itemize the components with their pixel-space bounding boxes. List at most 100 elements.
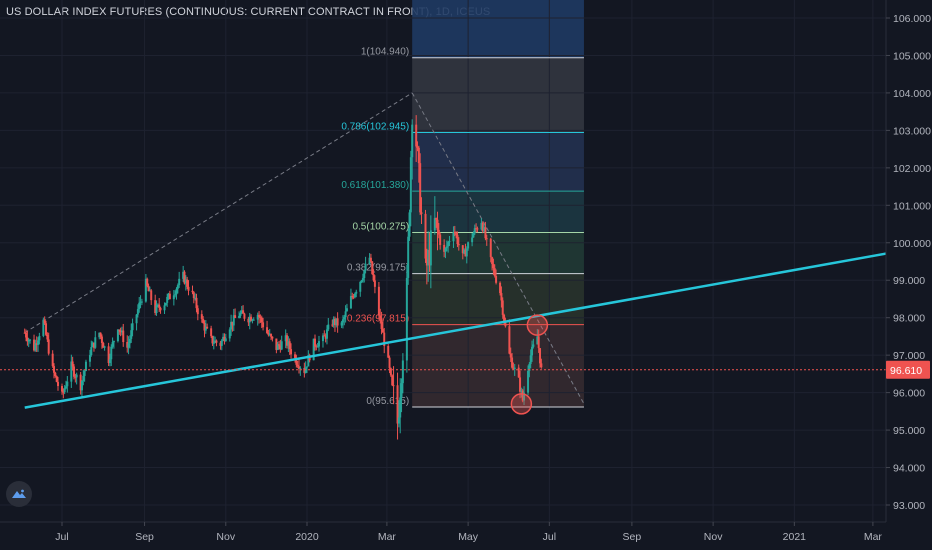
candle-body [94, 337, 97, 348]
y-tick-label: 100.000 [893, 238, 931, 250]
fib-zone [412, 0, 584, 58]
candle-body [46, 334, 49, 340]
candle-body [147, 285, 150, 292]
candle-body [166, 296, 169, 303]
candle-body [296, 364, 299, 367]
candle-body [127, 343, 130, 348]
candle-body [146, 278, 149, 286]
candle-body [475, 228, 478, 230]
candle-body [23, 332, 26, 334]
circle-annotations[interactable] [510, 314, 549, 415]
candle-body [83, 370, 86, 376]
candle-body [299, 367, 302, 369]
candle-body [219, 342, 222, 346]
fib-background [412, 0, 584, 408]
candle-body [284, 335, 287, 342]
candle-body [74, 376, 77, 378]
candle-body [211, 336, 214, 344]
x-tick-label: Mar [864, 531, 883, 543]
candle-body [267, 333, 270, 335]
candle-body [279, 345, 282, 350]
candle-body [523, 392, 526, 401]
trendline[interactable] [24, 249, 906, 409]
y-tick-label: 101.000 [893, 200, 931, 212]
candle-body [248, 316, 251, 323]
candle-body [266, 327, 269, 334]
candle-body [232, 315, 235, 326]
candle-body [29, 339, 32, 341]
candle-body [427, 249, 430, 266]
candle-body [457, 244, 460, 246]
candle-body [122, 330, 125, 343]
candle-body [158, 304, 161, 308]
fib-level-label: 0.786(102.945) [341, 121, 409, 132]
candle-body [461, 245, 464, 254]
candle-body [511, 357, 514, 368]
candle-body [531, 346, 534, 356]
candle-body [484, 227, 487, 239]
candle-body [164, 302, 167, 306]
candle-body [66, 381, 69, 387]
candle-body [290, 349, 293, 355]
candle-body [91, 342, 94, 348]
candle-body [239, 313, 242, 316]
candle-body [128, 338, 131, 344]
candle-body [34, 343, 37, 351]
candle-body [377, 286, 380, 316]
candle-body [140, 301, 143, 303]
candle-body [464, 249, 467, 257]
candle-body [336, 318, 339, 326]
candles [23, 115, 543, 440]
candle-body [467, 242, 470, 249]
candle-body [148, 290, 151, 292]
candle-body [82, 375, 85, 381]
fib-zone [412, 324, 584, 408]
fib-zone [412, 191, 584, 233]
candle-body [204, 326, 207, 331]
candle-body [42, 319, 45, 336]
candle-body [539, 348, 542, 364]
candle-body [206, 326, 209, 329]
candle-body [57, 381, 60, 387]
candle-body [443, 244, 446, 252]
candle-body [396, 385, 399, 424]
candle-body [200, 314, 203, 319]
fibonacci-retracement[interactable]: 1(104.940) 0.786(102.945) 0.618(101.380) 0.… [341, 47, 584, 408]
candle-body [163, 305, 166, 311]
price-axis-bg [886, 0, 932, 550]
candle-body [240, 310, 243, 314]
candle-body [187, 286, 190, 291]
candle-body [344, 311, 347, 318]
candle-body [220, 340, 223, 346]
candle-body [455, 233, 458, 236]
candle-body [517, 367, 520, 378]
candle-body [224, 338, 227, 342]
candle-body [425, 258, 428, 266]
x-tick-label: Sep [623, 531, 642, 543]
chart-title: US DOLLAR INDEX FUTURES (CONTINUOUS: CUR… [6, 6, 491, 18]
candle-body [495, 275, 498, 283]
candle-body [172, 295, 175, 300]
candle-body [191, 290, 194, 293]
candle-body [463, 249, 466, 254]
y-tick-label: 97.000 [893, 350, 925, 362]
candle-body [508, 326, 511, 354]
candle-body [167, 293, 170, 297]
candle-body [294, 354, 297, 358]
candle-body [75, 374, 78, 378]
candle-body [409, 157, 412, 213]
candle-body [25, 332, 28, 338]
time-axis-bg [0, 522, 932, 550]
candle-body [228, 329, 231, 339]
candle-body [131, 323, 134, 331]
fib-level-label: 0.382(99.175) [347, 263, 409, 274]
candle-body [287, 341, 290, 346]
tradingview-cloud-icon[interactable] [6, 481, 32, 507]
candle-body [359, 281, 362, 292]
y-tick-label: 106.000 [893, 13, 931, 25]
candle-body [372, 273, 375, 281]
candle-body [437, 229, 440, 235]
candle-body [250, 316, 253, 321]
candle-body [154, 300, 157, 314]
